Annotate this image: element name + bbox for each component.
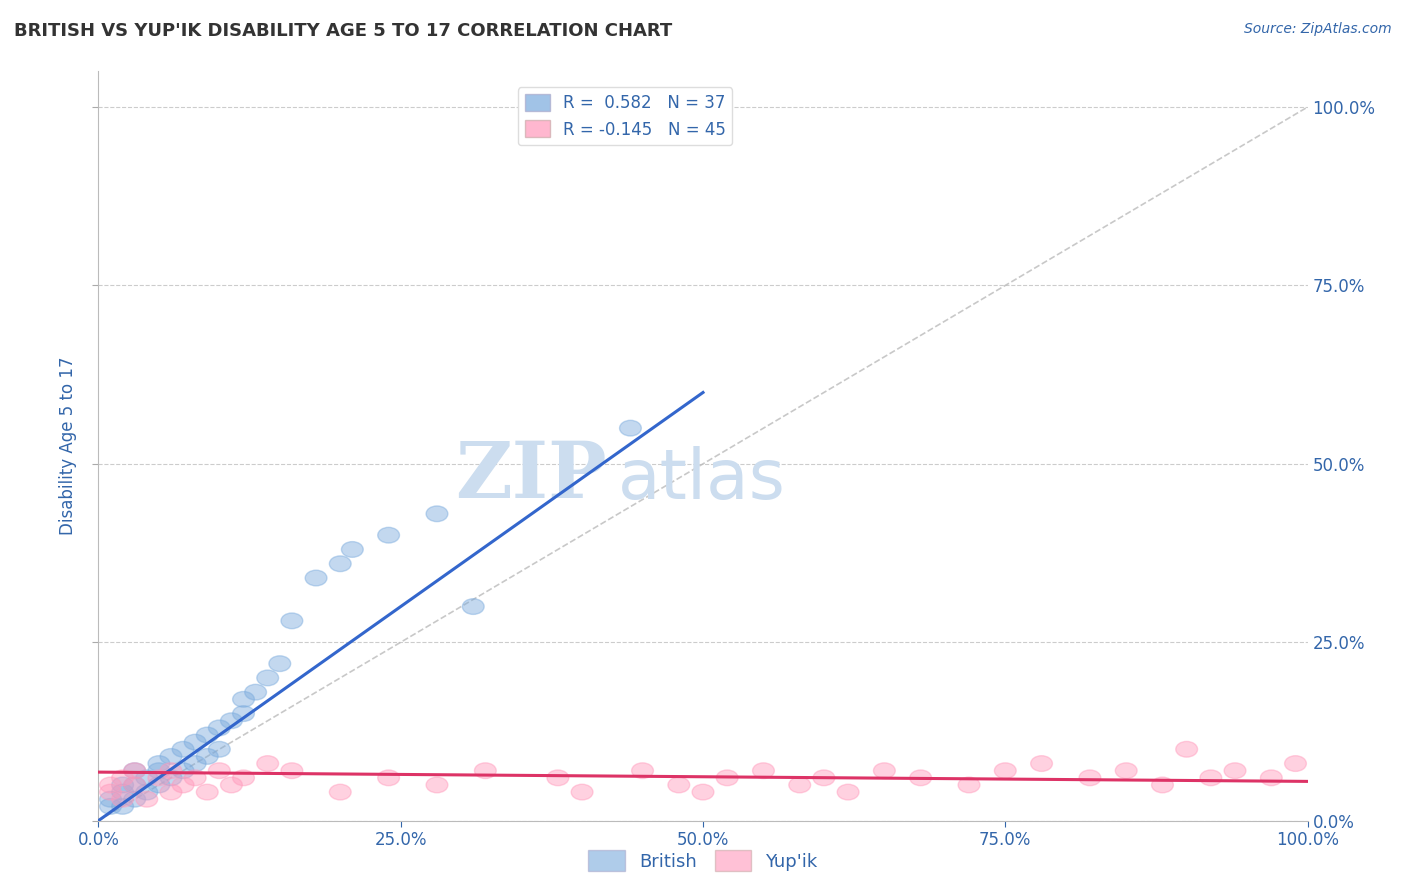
Ellipse shape <box>281 763 302 779</box>
Ellipse shape <box>305 570 328 586</box>
Ellipse shape <box>1152 777 1174 793</box>
Ellipse shape <box>197 727 218 743</box>
Ellipse shape <box>184 756 207 772</box>
Ellipse shape <box>1225 763 1246 779</box>
Ellipse shape <box>124 763 146 779</box>
Text: atlas: atlas <box>619 446 786 513</box>
Ellipse shape <box>100 798 121 814</box>
Ellipse shape <box>184 734 207 750</box>
Ellipse shape <box>1260 770 1282 786</box>
Ellipse shape <box>100 784 121 800</box>
Ellipse shape <box>547 770 569 786</box>
Ellipse shape <box>160 784 181 800</box>
Text: Source: ZipAtlas.com: Source: ZipAtlas.com <box>1244 22 1392 37</box>
Ellipse shape <box>342 541 363 558</box>
Ellipse shape <box>957 777 980 793</box>
Ellipse shape <box>111 784 134 800</box>
Ellipse shape <box>1285 756 1306 772</box>
Ellipse shape <box>100 791 121 807</box>
Ellipse shape <box>208 763 231 779</box>
Ellipse shape <box>184 770 207 786</box>
Ellipse shape <box>160 748 181 764</box>
Text: BRITISH VS YUP'IK DISABILITY AGE 5 TO 17 CORRELATION CHART: BRITISH VS YUP'IK DISABILITY AGE 5 TO 17… <box>14 22 672 40</box>
Ellipse shape <box>631 763 654 779</box>
Ellipse shape <box>100 777 121 793</box>
Ellipse shape <box>245 684 267 700</box>
Ellipse shape <box>910 770 932 786</box>
Ellipse shape <box>329 556 352 572</box>
Ellipse shape <box>221 777 242 793</box>
Ellipse shape <box>813 770 835 786</box>
Ellipse shape <box>197 784 218 800</box>
Ellipse shape <box>994 763 1017 779</box>
Ellipse shape <box>172 741 194 757</box>
Ellipse shape <box>1175 741 1198 757</box>
Ellipse shape <box>426 777 449 793</box>
Ellipse shape <box>837 784 859 800</box>
Ellipse shape <box>172 763 194 779</box>
Ellipse shape <box>136 784 157 800</box>
Ellipse shape <box>148 756 170 772</box>
Ellipse shape <box>111 798 134 814</box>
Ellipse shape <box>620 420 641 436</box>
Text: ZIP: ZIP <box>454 438 606 514</box>
Ellipse shape <box>208 720 231 736</box>
Ellipse shape <box>1115 763 1137 779</box>
Ellipse shape <box>329 784 352 800</box>
Ellipse shape <box>378 770 399 786</box>
Ellipse shape <box>221 713 242 729</box>
Ellipse shape <box>474 763 496 779</box>
Ellipse shape <box>232 691 254 707</box>
Ellipse shape <box>257 756 278 772</box>
Ellipse shape <box>692 784 714 800</box>
Ellipse shape <box>378 527 399 543</box>
Ellipse shape <box>426 506 449 522</box>
Ellipse shape <box>571 784 593 800</box>
Ellipse shape <box>111 791 134 807</box>
Ellipse shape <box>148 770 170 786</box>
Ellipse shape <box>111 777 134 793</box>
Ellipse shape <box>789 777 811 793</box>
Ellipse shape <box>197 748 218 764</box>
Ellipse shape <box>281 613 302 629</box>
Ellipse shape <box>269 656 291 672</box>
Ellipse shape <box>136 770 157 786</box>
Ellipse shape <box>148 777 170 793</box>
Ellipse shape <box>1078 770 1101 786</box>
Ellipse shape <box>232 770 254 786</box>
Ellipse shape <box>160 770 181 786</box>
Ellipse shape <box>873 763 896 779</box>
Ellipse shape <box>124 777 146 793</box>
Ellipse shape <box>124 777 146 793</box>
Ellipse shape <box>668 777 690 793</box>
Ellipse shape <box>716 770 738 786</box>
Ellipse shape <box>752 763 775 779</box>
Legend: R =  0.582   N = 37, R = -0.145   N = 45: R = 0.582 N = 37, R = -0.145 N = 45 <box>517 87 733 145</box>
Ellipse shape <box>172 777 194 793</box>
Ellipse shape <box>136 791 157 807</box>
Ellipse shape <box>257 670 278 686</box>
Ellipse shape <box>463 599 484 615</box>
Ellipse shape <box>1031 756 1053 772</box>
Ellipse shape <box>208 741 231 757</box>
Ellipse shape <box>1199 770 1222 786</box>
Ellipse shape <box>124 763 146 779</box>
Y-axis label: Disability Age 5 to 17: Disability Age 5 to 17 <box>59 357 77 535</box>
Legend: British, Yup'ik: British, Yup'ik <box>581 843 825 879</box>
Ellipse shape <box>111 770 134 786</box>
Ellipse shape <box>160 763 181 779</box>
Ellipse shape <box>124 791 146 807</box>
Ellipse shape <box>232 706 254 722</box>
Ellipse shape <box>148 763 170 779</box>
